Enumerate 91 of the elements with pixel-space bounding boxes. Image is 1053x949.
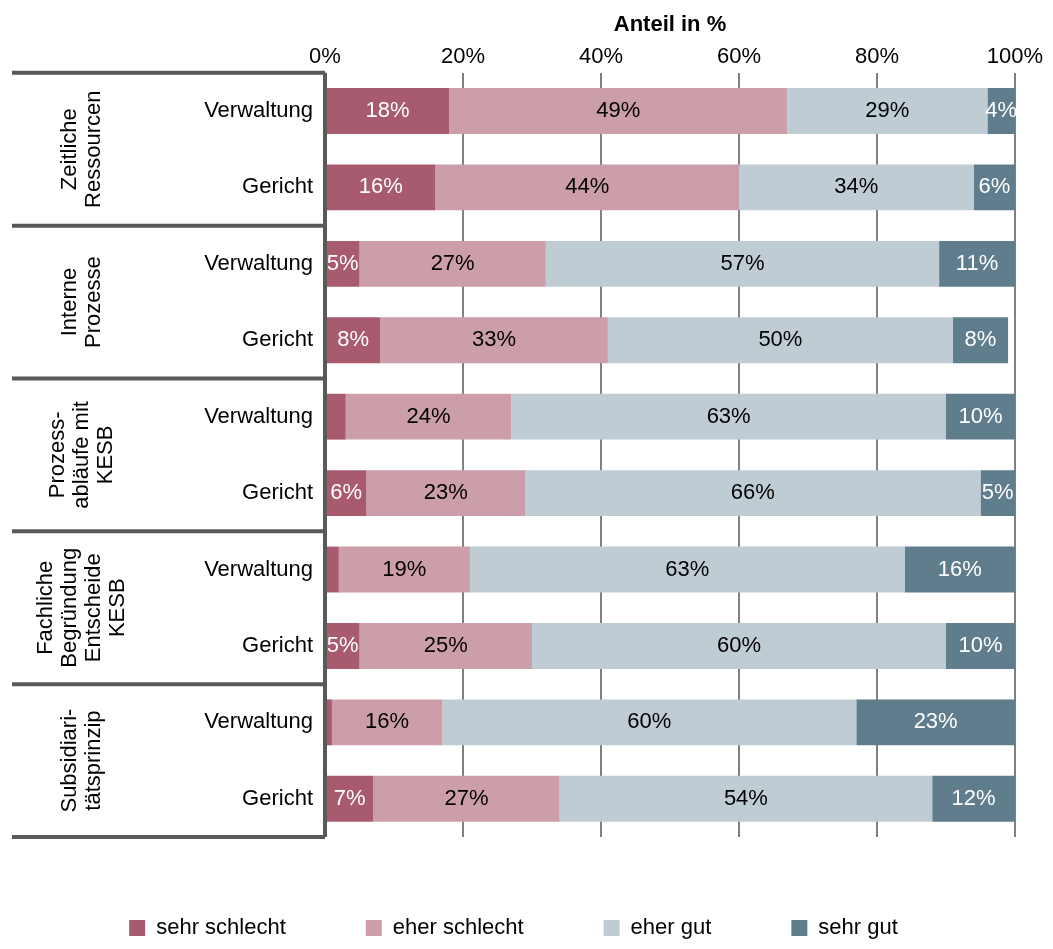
data-label: 11% (955, 249, 999, 275)
data-label: 10% (958, 402, 1003, 428)
y-tick-label: Verwaltung (204, 402, 313, 428)
data-label: 33% (472, 326, 517, 352)
data-label: 49% (596, 97, 641, 123)
bar (442, 699, 857, 746)
data-label: 10% (958, 632, 1003, 658)
data-label: 16% (365, 708, 410, 734)
data-label: 25% (423, 632, 468, 658)
bar (532, 623, 946, 669)
x-tick-label: 0% (309, 42, 341, 68)
data-label: 5% (326, 249, 359, 275)
bar (449, 88, 788, 134)
data-label: 16% (937, 555, 982, 581)
data-label: 24% (406, 402, 451, 428)
text: Subsidiari- tätsprinzip (56, 708, 106, 813)
data-label: 50% (758, 326, 803, 352)
data-label: 27% (444, 784, 489, 810)
data-label: 54% (723, 784, 768, 810)
bar (559, 775, 933, 822)
bar (545, 240, 940, 287)
x-tick-label: 100% (986, 42, 1044, 68)
bar (326, 546, 339, 593)
legend-label: sehr schlecht (156, 914, 286, 940)
y-tick-label: Verwaltung (204, 555, 313, 581)
data-label: 57% (720, 249, 765, 275)
bar (331, 699, 443, 746)
bar (946, 393, 1015, 440)
text: Zeitliche Ressourcen (56, 90, 106, 208)
data-label: 23% (423, 479, 468, 505)
y-tick-label: Verwaltung (204, 708, 313, 734)
bar (607, 317, 953, 364)
text: Interne Prozesse (56, 256, 106, 348)
bar (338, 546, 470, 593)
data-label: 8% (964, 326, 997, 352)
bar (946, 623, 1015, 669)
y-tick-label: Gericht (242, 173, 313, 199)
data-label: 66% (730, 479, 775, 505)
bar (366, 470, 526, 517)
bar (469, 546, 905, 593)
bar (525, 470, 981, 517)
data-label: 5% (981, 479, 1014, 505)
bar (904, 546, 1015, 593)
x-tick-label: 80% (854, 42, 900, 68)
bar (359, 240, 546, 287)
x-tick-label: 60% (716, 42, 762, 68)
x-axis-title: Anteil in % (613, 11, 727, 37)
bar (380, 317, 608, 364)
data-label: 12% (951, 784, 996, 810)
bar (373, 775, 560, 822)
bar (856, 699, 1015, 746)
bar (359, 623, 532, 669)
legend-label: sehr gut (818, 914, 898, 940)
bar (435, 164, 739, 211)
data-label: 29% (865, 97, 910, 123)
bar (345, 393, 512, 440)
data-label: 63% (665, 555, 710, 581)
data-label: 34% (834, 173, 879, 199)
y-tick-label: Verwaltung (204, 97, 313, 123)
data-label: 8% (337, 326, 369, 352)
data-label: 6% (330, 479, 363, 505)
data-label: 60% (627, 708, 672, 734)
data-label: 7% (333, 784, 366, 810)
data-label: 5% (326, 632, 359, 658)
y-tick-label: Gericht (242, 479, 313, 505)
y-tick-label: Verwaltung (204, 249, 313, 275)
bar (326, 393, 346, 440)
data-label: 44% (565, 173, 610, 199)
data-label: 6% (978, 173, 1011, 199)
data-label: 63% (706, 402, 751, 428)
data-label: 23% (913, 708, 958, 734)
data-label: 27% (430, 249, 475, 275)
bar (511, 393, 946, 440)
text: Fachliche Begründung Entscheide KESB (32, 547, 130, 668)
bar (326, 164, 436, 211)
y-tick-label: Gericht (242, 784, 313, 810)
y-tick-label: Gericht (242, 632, 313, 658)
x-tick-label: 20% (440, 42, 486, 68)
text: Prozess- abläufe mit KESB (44, 401, 118, 509)
data-label: 19% (382, 555, 427, 581)
legend-label: eher schlecht (392, 914, 524, 940)
legend-label: eher gut (630, 914, 712, 940)
bar (932, 775, 1015, 822)
bar (739, 164, 974, 211)
x-tick-label: 40% (578, 42, 624, 68)
data-label: 16% (358, 173, 403, 199)
bar (939, 240, 1015, 287)
data-label: 18% (365, 97, 410, 123)
bar (326, 88, 450, 134)
data-label: 60% (716, 632, 762, 658)
y-tick-label: Gericht (242, 326, 313, 352)
